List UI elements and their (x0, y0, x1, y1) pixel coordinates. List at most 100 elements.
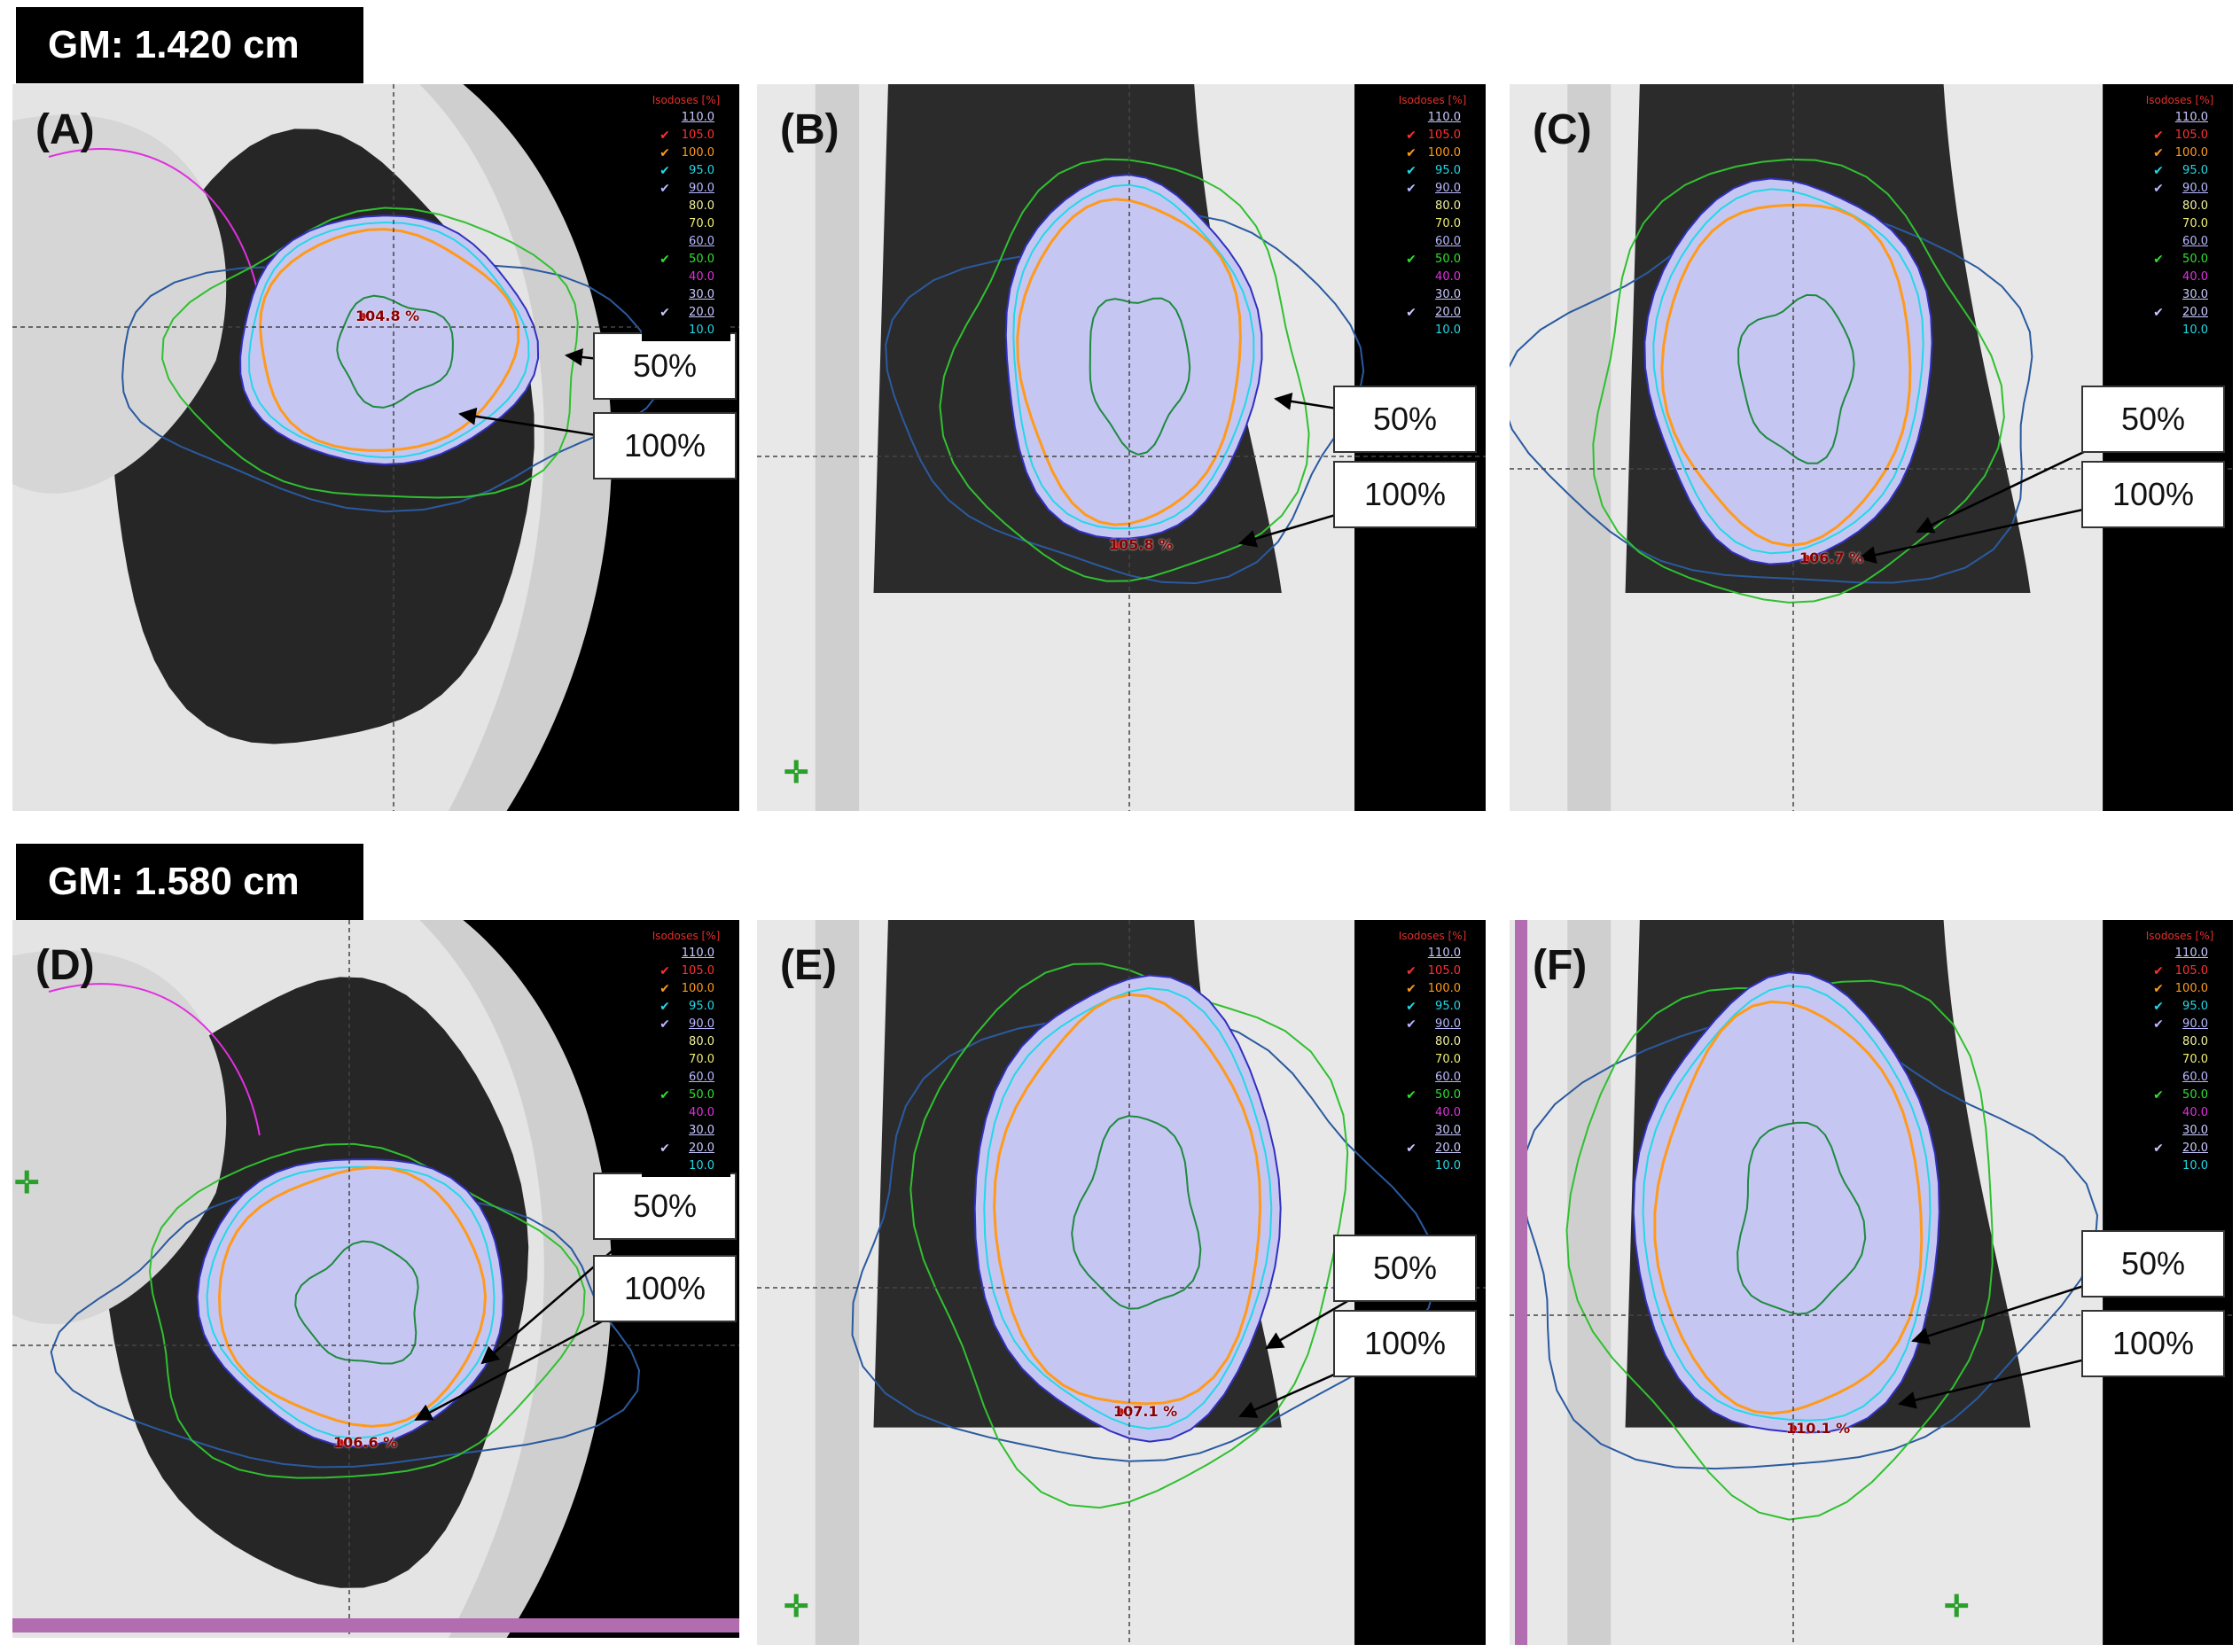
isodose-legend-row: 60.0 (2139, 1069, 2220, 1087)
isodose-legend-row: ✔ 105.0 (2139, 962, 2220, 980)
hotspot-label: 110.1 % (1786, 1420, 1851, 1437)
isodose-level-value: 100.0 (681, 146, 714, 160)
isodose-level-value: 50.0 (689, 253, 714, 266)
isodose-level-value: 40.0 (2182, 1106, 2208, 1119)
isodose-legend-row: 70.0 (645, 215, 727, 233)
isodose-level-value: 10.0 (2182, 1159, 2208, 1173)
checkmark-icon (1404, 945, 1418, 962)
checkmark-icon: ✔ (2153, 306, 2164, 320)
panel-letter: (C) (1533, 106, 1592, 153)
isodose-level-value: 10.0 (689, 323, 714, 337)
checkmark-icon: ✔ (1406, 253, 1417, 267)
isodose-legend-title: Isodoses [%] (652, 94, 721, 106)
checkmark-icon (658, 233, 672, 251)
isodose-level-value: 60.0 (1435, 1071, 1461, 1084)
isodose-level-value: 30.0 (689, 1124, 714, 1137)
hotspot-label: 104.8 % (355, 308, 420, 324)
checkmark-icon: ✔ (1406, 964, 1417, 978)
checkmark-icon (2151, 1033, 2166, 1051)
isodose-level-value: 80.0 (689, 1035, 714, 1048)
isodose-level-value: 105.0 (2174, 964, 2208, 978)
isodose-level-value: 20.0 (1435, 306, 1461, 319)
hotspot-label: 106.7 % (1799, 549, 1864, 566)
isodose-level-value: 100.0 (2174, 146, 2208, 160)
isodose-level-value: 40.0 (2182, 270, 2208, 284)
hotspot-label: 105.8 % (1109, 536, 1174, 553)
isodose-legend-row: ✔ 90.0 (2139, 1016, 2220, 1033)
isodose-legend-row: 60.0 (645, 1069, 727, 1087)
checkmark-icon (658, 198, 672, 215)
checkmark-icon (658, 1122, 672, 1140)
checkmark-icon: ✔ (2153, 164, 2164, 178)
checkmark-icon: ✔ (660, 964, 670, 978)
isodose-legend-row: 60.0 (1392, 233, 1473, 251)
isodose-legend-row: ✔ 95.0 (1392, 998, 1473, 1016)
checkmark-icon: ✔ (2153, 1017, 2164, 1032)
checkmark-icon: ✔ (1406, 164, 1417, 178)
checkmark-icon (658, 1033, 672, 1051)
scroll-bar (1515, 920, 1527, 1645)
checkmark-icon: ✔ (1406, 146, 1417, 160)
checkmark-icon (2151, 1157, 2166, 1175)
panel-coronal-top: (B) 105.8 % 50% 100% Isodoses [%] 110.0 ✔ 105.0… (757, 84, 1486, 811)
checkmark-icon (1404, 1104, 1418, 1122)
isodose-legend-row: ✔ 50.0 (2139, 251, 2220, 269)
isodose-legend-row: ✔ 50.0 (2139, 1087, 2220, 1104)
callout-50-percent: 50% (2081, 386, 2225, 453)
checkmark-icon (658, 1069, 672, 1087)
ct-image (1510, 84, 2233, 811)
isodose-legend-row: ✔ 90.0 (1392, 180, 1473, 198)
checkmark-icon: ✔ (1406, 1017, 1417, 1032)
panel-axial-bottom: (D) 106.6 % 50% 100% Isodoses [%] 110.0 ✔ 105.0… (12, 920, 739, 1638)
isodose-legend-row: 70.0 (2139, 215, 2220, 233)
isodose-legend-row: ✔ 95.0 (2139, 162, 2220, 180)
isodose-level-value: 40.0 (689, 270, 714, 284)
isodose-legend-row: 80.0 (2139, 1033, 2220, 1051)
checkmark-icon: ✔ (660, 182, 670, 196)
isodose-level-value: 90.0 (2182, 182, 2208, 195)
checkmark-icon (658, 109, 672, 127)
isodose-level-value: 70.0 (2182, 217, 2208, 230)
isodose-legend-row: ✔ 20.0 (2139, 304, 2220, 322)
isodose-level-value: 50.0 (2182, 253, 2208, 266)
isodose-level-value: 100.0 (1427, 982, 1461, 995)
isodose-level-value: 95.0 (1435, 1000, 1461, 1013)
isodose-legend-row: ✔ 105.0 (1392, 127, 1473, 144)
isodose-legend-row: ✔ 95.0 (2139, 998, 2220, 1016)
isodose-legend-row: 80.0 (2139, 198, 2220, 215)
checkmark-icon: ✔ (660, 253, 670, 267)
isodose-legend-row: 40.0 (2139, 1104, 2220, 1122)
isodose-legend-row: 80.0 (645, 1033, 727, 1051)
isodose-legend-row: 30.0 (1392, 1122, 1473, 1140)
checkmark-icon (658, 1157, 672, 1175)
isodose-level-value: 70.0 (689, 1053, 714, 1066)
isodose-legend-row: 110.0 (1392, 945, 1473, 962)
checkmark-icon: ✔ (1406, 1142, 1417, 1156)
checkmark-icon (658, 945, 672, 962)
isodose-level-value: 10.0 (689, 1159, 714, 1173)
isodose-level-value: 90.0 (689, 182, 714, 195)
panel-sagittal-top: (C) 106.7 % 50% 100% Isodoses [%] 110.0 ✔ 105.0… (1510, 84, 2233, 811)
callout-50-percent: 50% (2081, 1230, 2225, 1297)
isodose-level-value: 100.0 (681, 982, 714, 995)
checkmark-icon (658, 322, 672, 339)
isodose-level-value: 30.0 (1435, 288, 1461, 301)
checkmark-icon (1404, 1157, 1418, 1175)
isodose-legend-row: 40.0 (2139, 269, 2220, 286)
isodose-level-value: 30.0 (2182, 1124, 2208, 1137)
isodose-legend-row: ✔ 90.0 (645, 1016, 727, 1033)
isodose-legend-row: 110.0 (2139, 945, 2220, 962)
checkmark-icon (1404, 109, 1418, 127)
isodose-level-value: 110.0 (1427, 947, 1461, 960)
checkmark-icon (1404, 1069, 1418, 1087)
panel-letter: (A) (35, 106, 95, 153)
isodose-legend: Isodoses [%] 110.0 ✔ 105.0 ✔ 100.0 ✔ 95.0 ✔ 90.0 8… (642, 90, 730, 341)
isodose-legend-row: ✔ 100.0 (645, 980, 727, 998)
checkmark-icon: ✔ (660, 1000, 670, 1014)
isodose-legend-row: ✔ 105.0 (645, 127, 727, 144)
panel-letter: (F) (1533, 942, 1588, 989)
isodose-legend-row: 30.0 (645, 286, 727, 304)
checkmark-icon: ✔ (660, 306, 670, 320)
isodose-legend-row: 40.0 (1392, 1104, 1473, 1122)
isodose-legend-title: Isodoses [%] (2145, 930, 2214, 942)
